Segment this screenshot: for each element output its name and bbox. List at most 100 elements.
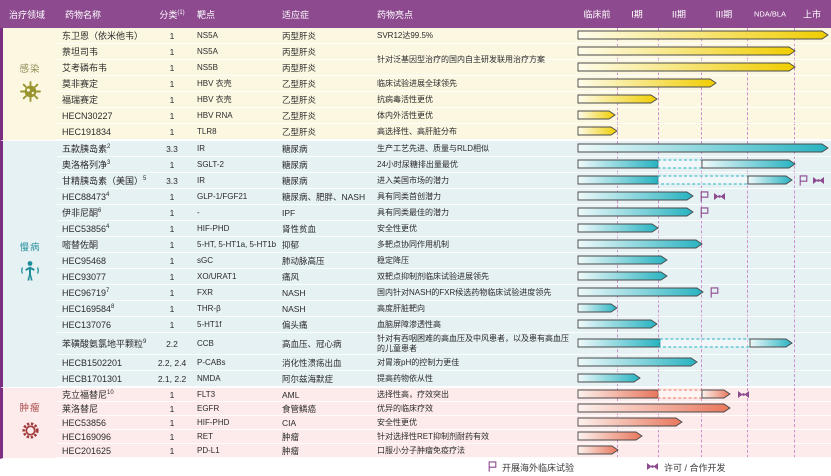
pipeline-row: HECN30227 1 HBV RNA 乙型肝炎 体内外活性更优 (57, 108, 831, 124)
progress-bar (572, 159, 828, 171)
drug-indication: 糖尿病 (282, 143, 308, 154)
phase-gridline (617, 141, 618, 387)
drug-class: 1 (169, 62, 175, 73)
progress-bar (572, 94, 828, 106)
drug-highlight: 体内外活性更优 (377, 110, 433, 120)
handshake-icon (714, 192, 725, 200)
drug-indication: 肿瘤 (282, 445, 300, 456)
phase-label-phase1: I期 (631, 9, 643, 20)
drug-highlight: 安全性更优 (377, 417, 417, 427)
bar-status-icons (710, 286, 723, 299)
progress-bar (572, 239, 828, 251)
section-感染: 感染 东卫恩（依米他韦） 1 NS5A 丙型肝炎 SVR12达99.5% 萘坦司… (0, 28, 831, 141)
drug-highlight: 具有同类首创潜力 (377, 191, 441, 201)
drug-highlight: 针对有吞咽困难的高血压及中风患者，以及患有高血压的儿童患者 (377, 333, 569, 353)
drug-indication: 丙型肝炎 (282, 46, 317, 57)
drug-highlight: 抗病毒活性更优 (377, 94, 433, 104)
drug-indication: 痛风 (282, 271, 300, 282)
col-header-class: 分类(1) (159, 9, 185, 20)
drug-name: 东卫恩（依米他韦） (62, 31, 144, 41)
drug-name: HEC201625 (62, 445, 112, 456)
drug-indication: 乙型肝炎 (282, 126, 317, 137)
drug-class: 1 (169, 159, 175, 170)
drug-highlight: 具有同类最佳的潜力 (377, 207, 449, 217)
drug-class: 1 (169, 191, 175, 202)
drug-name: HEC137076 (62, 319, 112, 330)
drug-highlight: 24小时尿糖排出量最优 (377, 159, 458, 169)
flag-icon (700, 190, 709, 202)
pipeline-row: HEC201625 1 PD-L1 肿瘤 口服小分子肿瘤免疫疗法 (57, 444, 831, 458)
drug-target: NMDA (197, 374, 221, 383)
legend-codev-label: 许可 / 合作开发 (664, 463, 726, 473)
drug-class: 2.1, 2.2 (157, 373, 187, 384)
pipeline-row: HEC1695848 1 THR-β NASH 高度肝脏靶向 (57, 301, 831, 317)
section-rows: 五款胰岛素2 3.3 IR 糖尿病 生产工艺先进、质量与RLD相似 奥洛格列净3… (57, 141, 831, 387)
drug-indication: 偏头痛 (282, 319, 308, 330)
phase-gridline (701, 388, 702, 458)
progress-bar (572, 62, 828, 74)
pipeline-row: 五款胰岛素2 3.3 IR 糖尿病 生产工艺先进、质量与RLD相似 (57, 141, 831, 157)
drug-class: 1 (169, 223, 175, 234)
drug-highlight: 高选择性、高肝脏分布 (377, 126, 457, 136)
drug-name: 嘧替佐酮 (62, 240, 99, 250)
drug-indication: 肿瘤 (282, 431, 300, 442)
drug-name: HEC884734 (62, 191, 110, 202)
drug-highlight: 提高药物依从性 (377, 373, 433, 383)
drug-class: 1 (169, 110, 175, 121)
progress-bar (572, 373, 828, 385)
drug-name: HECB1701301 (62, 373, 123, 384)
drug-highlight: 对胃液pH的控制力更佳 (377, 357, 460, 367)
drug-target: THR-β (197, 304, 221, 313)
progress-bar (572, 445, 828, 457)
pipeline-row: HEC538564 1 HIF-PHD 肾性贫血 安全性更优 (57, 221, 831, 237)
col-header-therapeutic-area: 治疗领域 (9, 9, 46, 20)
drug-name: HECN30227 (62, 110, 113, 121)
section-肿瘤: 肿瘤 克立福替尼10 1 FLT3 AML 选择性高，疗效突出 莱洛替尼 1 E… (0, 388, 831, 459)
section-rows: 东卫恩（依米他韦） 1 NS5A 丙型肝炎 SVR12达99.5% 萘坦司韦 1… (57, 28, 831, 140)
drug-indication: 糖尿病 (282, 175, 308, 186)
drug-indication: 丙型肝炎 (282, 62, 317, 73)
drug-target: P-CABs (197, 358, 226, 367)
pipeline-row: HEC191834 1 TLR8 乙型肝炎 高选择性、高肝脏分布 (57, 124, 831, 140)
drug-name: HECB1502201 (62, 357, 123, 368)
drug-name: HEC1695848 (62, 303, 115, 314)
phase-label-marketed: 上市 (802, 9, 822, 20)
progress-bar (572, 223, 828, 235)
drug-indication: 丙型肝炎 (282, 30, 317, 41)
legend-codev: 许可 / 合作开发 (646, 461, 726, 474)
drug-indication: 食管鳞癌 (282, 403, 317, 414)
virus-icon (19, 81, 41, 107)
progress-bar (572, 357, 828, 369)
phase-gridline (658, 141, 659, 387)
drug-indication: 乙型肝炎 (282, 110, 317, 121)
pipeline-row: 萘坦司韦 1 NS5A 丙型肝炎 针对泛基因型治疗的国内自主研发联用治疗方案 (57, 44, 831, 64)
drug-highlight: 优异的临床疗效 (377, 403, 433, 413)
col-header-target: 靶点 (197, 9, 216, 20)
drug-name: 克立福替尼10 (62, 390, 114, 400)
drug-highlight: 血脑屏障渗透性高 (377, 319, 441, 329)
drug-target: HBV 衣壳 (197, 79, 232, 88)
pipeline-row: 嘧替佐酮 1 5-HT, 5-HT1a, 5-HT1b 抑郁 多靶点协同作用机制 (57, 237, 831, 253)
therapeutic-area-感染: 感染 (3, 61, 57, 107)
phase-axis-header: 临床前 I期 II期 III期 NDA/BLA 上市 (572, 0, 831, 28)
phase-gridline (794, 28, 795, 140)
drug-highlight: 进入美国市场的潜力 (377, 175, 449, 185)
drug-indication: 肾性贫血 (282, 223, 317, 234)
drug-target: FXR (197, 288, 213, 297)
bar-status-icons (700, 190, 730, 203)
progress-bar (572, 46, 828, 58)
progress-bar (572, 174, 828, 187)
area-label: 慢病 (19, 242, 41, 254)
drug-highlight: 针对选择性RET抑制剂耐药有效 (377, 431, 489, 441)
drug-class: 1 (169, 207, 175, 218)
drug-indication: 高血压、冠心病 (282, 338, 342, 349)
pipeline-row: HEC53856 1 HIF-PHD CIA 安全性更优 (57, 416, 831, 430)
drug-indication: AML (282, 389, 300, 400)
drug-target: PD-L1 (197, 446, 220, 455)
progress-bar (572, 403, 828, 415)
drug-name: HEC967197 (62, 287, 110, 298)
drug-highlight: 安全性更优 (377, 223, 417, 233)
drug-target: GLP-1/FGF21 (197, 192, 248, 201)
pipeline-row: 莫非赛定 1 HBV 衣壳 乙型肝炎 临床试验进展全球领先 (57, 76, 831, 92)
handshake-icon (813, 176, 824, 184)
